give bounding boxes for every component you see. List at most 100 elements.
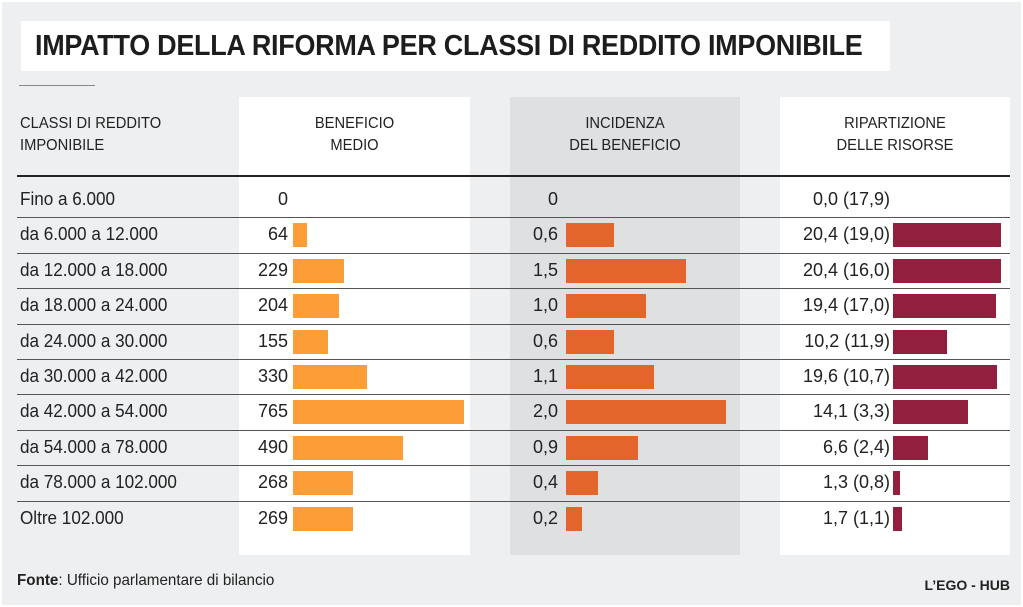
incidenza-bar xyxy=(566,435,638,460)
income-class-label: da 54.000 a 78.000 xyxy=(20,436,168,457)
incidenza-bar xyxy=(566,400,726,425)
incidenza-value-label: 1,0 xyxy=(532,295,558,316)
beneficio-value-label: 268 xyxy=(257,472,288,493)
header-classi: CLASSI DI REDDITO IMPONIBILE xyxy=(20,113,161,157)
beneficio-bar xyxy=(293,471,353,496)
incidenza-bar xyxy=(566,365,654,389)
header-incidenza: INCIDENZA DEL BENEFICIO xyxy=(519,113,731,157)
row-separator xyxy=(17,359,1010,360)
incidenza-bar xyxy=(566,223,614,248)
ripartizione-value-label: 14,1 (3,3) xyxy=(812,401,890,422)
incidenza-value-label: 0,6 xyxy=(532,330,558,351)
header-incidenza-line1: INCIDENZA xyxy=(585,115,665,132)
beneficio-bar xyxy=(293,506,354,531)
source-note: Fonte: Ufficio parlamentare di bilancio xyxy=(17,572,274,590)
row-separator xyxy=(17,465,1010,467)
ripartizione-bar xyxy=(893,223,1001,248)
ripartizione-bar xyxy=(893,471,900,496)
incidenza-value-label: 2,0 xyxy=(532,401,558,422)
income-class-label: da 30.000 a 42.000 xyxy=(20,366,168,386)
ripartizione-bar xyxy=(893,294,996,319)
table-row: da 6.000 a 12.000 64 0,6 20,4 (19,0) xyxy=(0,217,1023,252)
incidenza-bar xyxy=(566,329,614,354)
row-separator xyxy=(17,217,1010,219)
incidenza-value-label: 1,5 xyxy=(532,259,558,280)
ripartizione-value-label: 1,7 (1,1) xyxy=(822,507,890,528)
column-bg-incidenza xyxy=(510,97,740,555)
row-separator xyxy=(17,394,1010,396)
beneficio-value-label: 64 xyxy=(267,224,288,245)
header-ripartizione-line1: RIPARTIZIONE xyxy=(844,115,946,132)
header-classi-line2: IMPONIBILE xyxy=(20,137,105,154)
incidenza-bar xyxy=(566,258,686,283)
ripartizione-value-label: 19,4 (17,0) xyxy=(802,295,890,316)
beneficio-value-label: 765 xyxy=(257,401,288,422)
title-divider xyxy=(19,85,95,86)
beneficio-bar xyxy=(293,294,339,319)
ripartizione-value-label: 20,4 (19,0) xyxy=(802,224,890,245)
table-row: da 30.000 a 42.000 330 1,1 19,6 (10,7) xyxy=(0,359,1023,394)
ripartizione-value-label: 10,2 (11,9) xyxy=(804,330,890,351)
source-text: : Ufficio parlamentare di bilancio xyxy=(58,572,275,589)
header-incidenza-line2: DEL BENEFICIO xyxy=(569,137,681,154)
table-row: da 42.000 a 54.000 765 2,0 14,1 (3,3) xyxy=(0,394,1023,429)
chart-title: IMPATTO DELLA RIFORMA PER CLASSI DI REDD… xyxy=(35,30,863,62)
ripartizione-bar xyxy=(893,365,997,389)
header-classi-line1: CLASSI DI REDDITO xyxy=(20,115,162,132)
incidenza-value-label: 0,2 xyxy=(532,507,558,528)
source-label: Fonte xyxy=(17,572,59,589)
ripartizione-bar xyxy=(893,435,928,460)
credit-logo: L’EGO - HUB xyxy=(924,577,1010,593)
table-row: Fino a 6.000 0 0 0,0 (17,9) xyxy=(0,182,1023,217)
income-class-label: da 78.000 a 102.000 xyxy=(20,472,177,493)
income-class-label: da 12.000 a 18.000 xyxy=(20,259,168,280)
income-class-label: da 6.000 a 12.000 xyxy=(20,224,158,245)
table-row: da 78.000 a 102.000 268 0,4 1,3 (0,8) xyxy=(0,465,1023,500)
income-class-label: Oltre 102.000 xyxy=(20,507,124,528)
income-class-label: da 18.000 a 24.000 xyxy=(20,295,168,316)
row-separator xyxy=(17,429,1010,431)
row-separator xyxy=(17,252,1010,254)
ripartizione-bar xyxy=(893,506,902,531)
beneficio-value-label: 229 xyxy=(257,259,288,280)
incidenza-bar xyxy=(566,471,598,496)
table-row: da 12.000 a 18.000 229 1,5 20,4 (16,0) xyxy=(0,252,1023,288)
income-class-label: da 24.000 a 30.000 xyxy=(20,330,168,351)
income-class-label: da 42.000 a 54.000 xyxy=(20,401,168,422)
ripartizione-bar xyxy=(893,258,1001,283)
incidenza-value-label: 0 xyxy=(547,189,558,209)
beneficio-value-label: 155 xyxy=(257,330,288,351)
ripartizione-value-label: 6,6 (2,4) xyxy=(822,436,890,457)
header-beneficio-line1: BENEFICIO xyxy=(314,115,395,132)
column-bg-beneficio xyxy=(239,97,470,555)
ripartizione-bar xyxy=(893,329,947,354)
ripartizione-value-label: 1,3 (0,8) xyxy=(822,472,890,493)
incidenza-value-label: 0,9 xyxy=(532,436,558,457)
ripartizione-value-label: 20,4 (16,0) xyxy=(802,259,890,280)
header-rule xyxy=(17,175,1010,177)
incidenza-value-label: 1,1 xyxy=(532,366,558,386)
beneficio-bar xyxy=(293,258,345,283)
header-beneficio-line2: MEDIO xyxy=(330,137,379,154)
header-ripartizione: RIPARTIZIONE DELLE RISORSE xyxy=(789,113,1001,157)
incidenza-bar xyxy=(566,294,646,319)
header-ripartizione-line2: DELLE RISORSE xyxy=(836,137,954,154)
beneficio-bar xyxy=(293,329,328,354)
table-row: Oltre 102.000 269 0,2 1,7 (1,1) xyxy=(0,500,1023,536)
beneficio-bar xyxy=(293,400,464,425)
beneficio-value-label: 204 xyxy=(257,295,288,316)
beneficio-value-label: 330 xyxy=(257,366,288,386)
ripartizione-bar xyxy=(893,400,968,425)
ripartizione-value-label: 0,0 (17,9) xyxy=(812,189,890,209)
incidenza-bar xyxy=(566,506,582,531)
table-row: da 18.000 a 24.000 204 1,0 19,4 (17,0) xyxy=(0,288,1023,323)
beneficio-value-label: 490 xyxy=(257,436,288,457)
incidenza-value-label: 0,6 xyxy=(532,224,558,245)
row-separator xyxy=(17,288,1010,290)
beneficio-value-label: 269 xyxy=(257,507,288,528)
incidenza-value-label: 0,4 xyxy=(532,472,558,493)
row-separator xyxy=(17,500,1010,502)
table-row: da 24.000 a 30.000 155 0,6 10,2 (11,9) xyxy=(0,323,1023,359)
beneficio-bar xyxy=(293,223,308,248)
income-class-label: Fino a 6.000 xyxy=(20,189,116,209)
